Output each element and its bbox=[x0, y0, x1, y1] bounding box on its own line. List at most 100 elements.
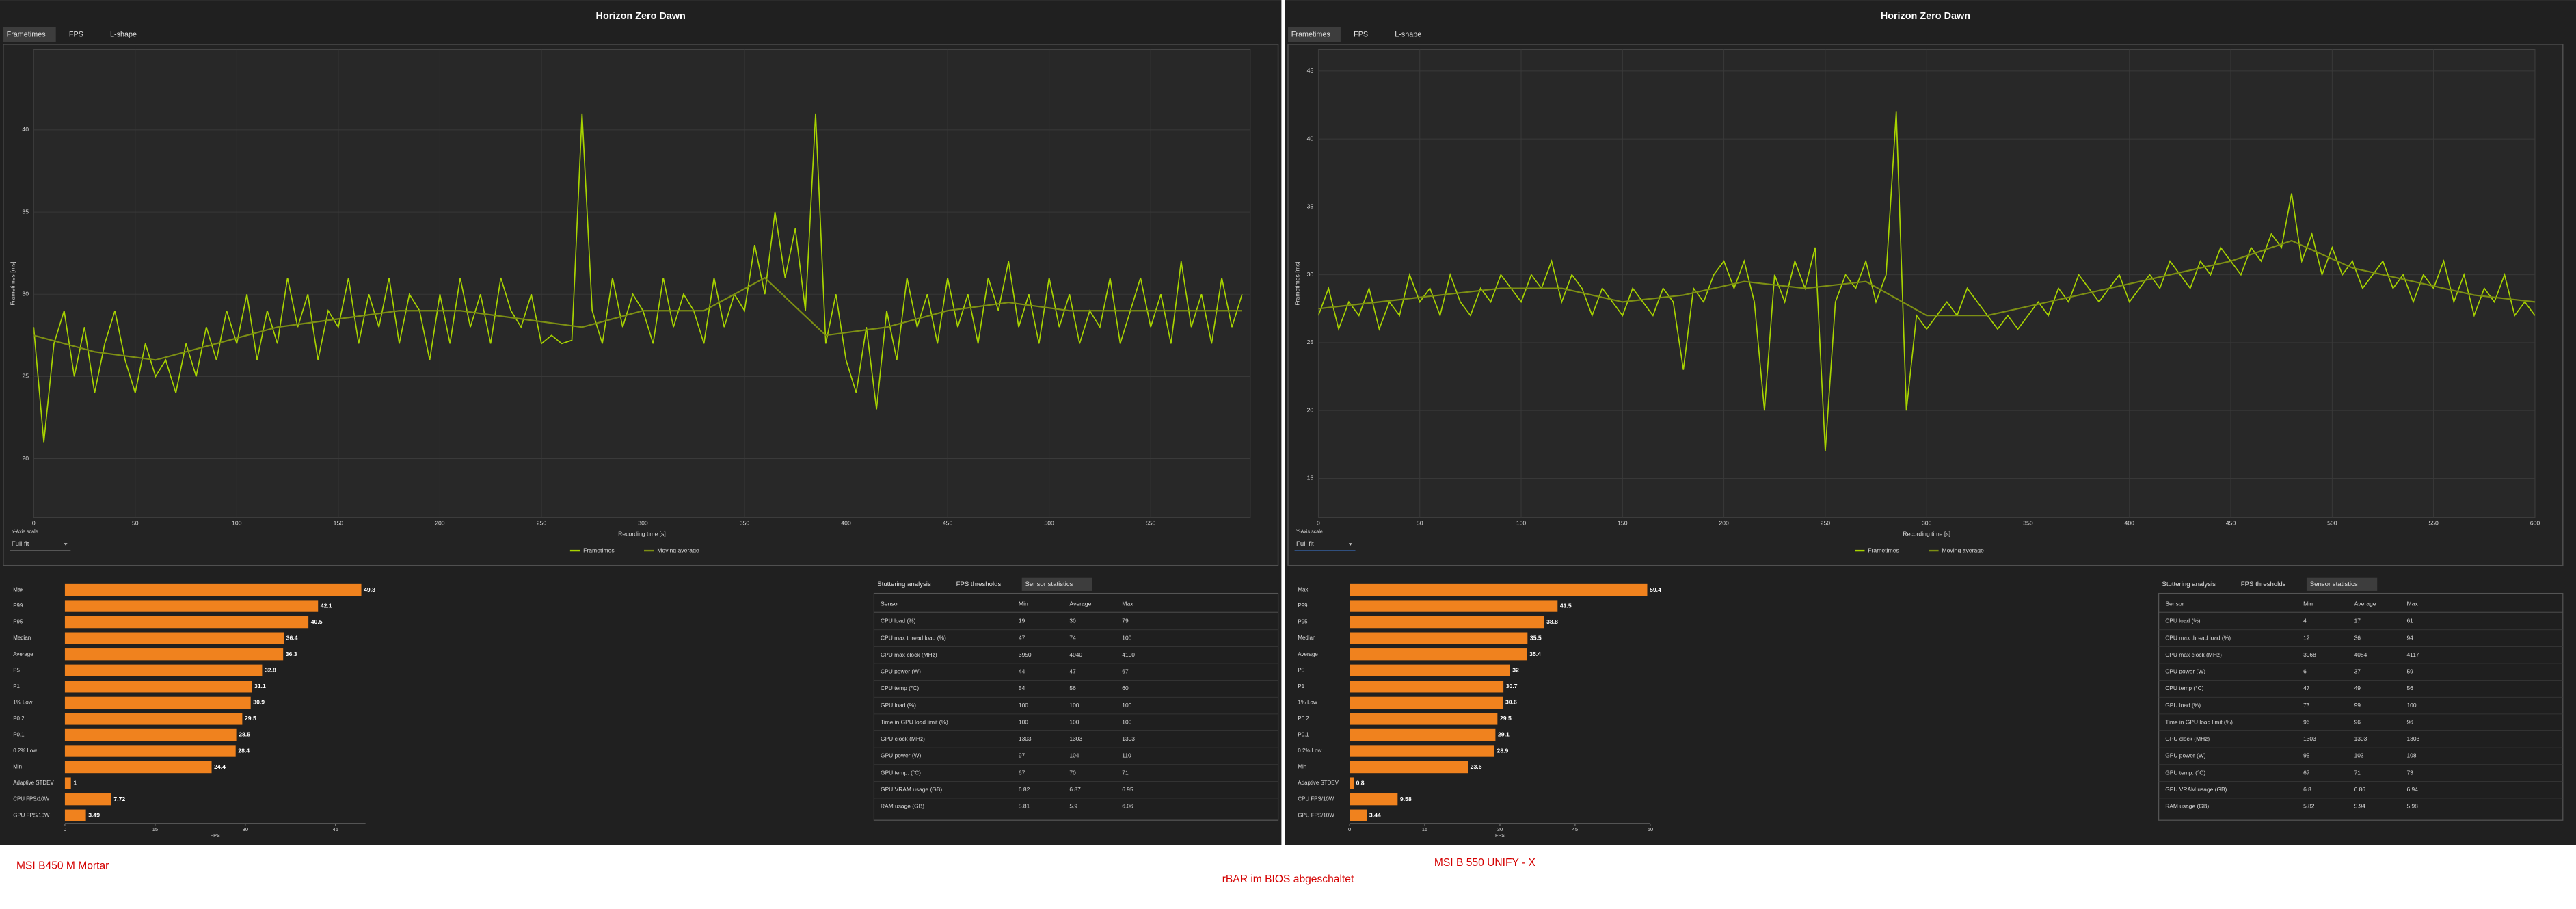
x-tick-label: 45 bbox=[1572, 826, 1579, 832]
table-cell: 71 bbox=[2354, 769, 2361, 776]
value-label: 29.5 bbox=[1500, 715, 1512, 722]
table-cell: 79 bbox=[1122, 618, 1129, 624]
x-tick-label: 500 bbox=[1044, 520, 1054, 527]
table-cell: 100 bbox=[1019, 702, 1028, 709]
table-tab[interactable]: Sensor statistics bbox=[2310, 581, 2358, 588]
table-cell: RAM usage (GB) bbox=[881, 803, 924, 810]
y-tick-label: 35 bbox=[22, 208, 29, 215]
table-header: Average bbox=[2354, 600, 2376, 607]
bar bbox=[1350, 696, 1503, 709]
x-tick-label: 250 bbox=[537, 520, 547, 527]
bar bbox=[64, 745, 236, 757]
value-label: 1 bbox=[73, 779, 77, 786]
axis-scale-dropdown[interactable]: Full fit bbox=[1296, 540, 1314, 548]
bar bbox=[1350, 664, 1510, 676]
bar bbox=[64, 809, 86, 821]
category-label: 1% Low bbox=[13, 699, 32, 705]
value-label: 35.5 bbox=[1530, 634, 1542, 641]
y-tick-label: 30 bbox=[1307, 271, 1314, 278]
table-cell: 6 bbox=[2303, 668, 2307, 675]
table-cell: 19 bbox=[1019, 618, 1025, 624]
bar bbox=[1350, 583, 1648, 596]
table-cell: 73 bbox=[2303, 702, 2310, 709]
x-tick-label: 400 bbox=[841, 520, 851, 527]
table-cell: 67 bbox=[1122, 668, 1129, 675]
x-tick-label: 30 bbox=[243, 826, 249, 832]
y-tick-label: 40 bbox=[22, 126, 29, 133]
category-label: P5 bbox=[13, 667, 20, 673]
value-label: 9.58 bbox=[1400, 795, 1412, 802]
x-axis-label: Recording time [s] bbox=[1903, 530, 1950, 537]
x-tick-label: 350 bbox=[2023, 520, 2033, 527]
category-label: P99 bbox=[1298, 603, 1308, 609]
value-label: 36.4 bbox=[286, 634, 298, 641]
table-cell: 100 bbox=[2406, 702, 2416, 709]
x-tick-label: 600 bbox=[2530, 520, 2540, 527]
table-cell: 99 bbox=[2354, 702, 2361, 709]
table-tab[interactable]: Stuttering analysis bbox=[877, 581, 931, 588]
category-label: P95 bbox=[1298, 619, 1308, 625]
tab[interactable]: L-shape bbox=[110, 30, 137, 38]
x-tick-label: 50 bbox=[132, 520, 139, 527]
tab[interactable]: Frametimes bbox=[1291, 30, 1331, 38]
y-tick-label: 35 bbox=[1307, 203, 1314, 210]
value-label: 35.4 bbox=[1529, 650, 1541, 657]
table-cell: CPU load (%) bbox=[881, 618, 916, 624]
value-label: 28.5 bbox=[239, 731, 250, 738]
table-tab[interactable]: Sensor statistics bbox=[1025, 581, 1073, 588]
tab[interactable]: L-shape bbox=[1395, 30, 1421, 38]
bar bbox=[64, 681, 252, 693]
panel-title: Horizon Zero Dawn bbox=[596, 11, 686, 22]
table-cell: 12 bbox=[2303, 634, 2310, 641]
table-cell: CPU max clock (MHz) bbox=[2165, 651, 2222, 658]
table-cell: 100 bbox=[1122, 702, 1131, 709]
table-header: Max bbox=[1122, 600, 1133, 607]
category-label: Average bbox=[1298, 651, 1318, 657]
category-label: Average bbox=[13, 651, 33, 657]
table-tab[interactable]: Stuttering analysis bbox=[2162, 581, 2216, 588]
category-label: Min bbox=[1298, 764, 1306, 770]
table-cell: 6.8 bbox=[2303, 786, 2311, 793]
table-cell: 1303 bbox=[2406, 735, 2419, 742]
table-cell: GPU VRAM usage (GB) bbox=[881, 786, 942, 793]
tab-active bbox=[1021, 577, 1093, 591]
bar bbox=[1350, 728, 1496, 741]
table-cell: 49 bbox=[2354, 685, 2361, 691]
tab[interactable]: Frametimes bbox=[7, 30, 46, 38]
tab-active bbox=[3, 27, 56, 42]
table-cell: 1303 bbox=[1122, 735, 1135, 742]
axis-scale-dropdown[interactable]: Full fit bbox=[12, 540, 29, 548]
tab-active bbox=[2306, 577, 2378, 591]
table-cell: 17 bbox=[2354, 618, 2361, 624]
table-cell: 95 bbox=[2303, 752, 2310, 759]
table-cell: 100 bbox=[1122, 718, 1131, 725]
x-tick-label: 30 bbox=[1497, 826, 1503, 832]
tab[interactable]: FPS bbox=[69, 30, 83, 38]
x-axis-label: FPS bbox=[211, 832, 220, 839]
category-label: Max bbox=[13, 587, 23, 593]
category-label: P1 bbox=[13, 683, 20, 689]
panel-title: Horizon Zero Dawn bbox=[1881, 11, 1970, 22]
x-tick-label: 550 bbox=[2428, 520, 2439, 527]
value-label: 30.9 bbox=[253, 699, 265, 706]
annotation: rBAR im BIOS abgeschaltet bbox=[1222, 873, 1354, 885]
table-cell: 1303 bbox=[2303, 735, 2316, 742]
category-label: P95 bbox=[13, 619, 23, 625]
value-label: 36.3 bbox=[286, 650, 297, 657]
table-cell: GPU power (W) bbox=[2165, 752, 2206, 759]
axis-scale-label: Y-Axis scale bbox=[1296, 528, 1323, 534]
x-axis-label: FPS bbox=[1495, 832, 1505, 839]
caption: MSI B450 M Mortar bbox=[16, 860, 109, 872]
category-label: P0.1 bbox=[1298, 732, 1309, 738]
table-cell: 94 bbox=[2406, 634, 2413, 641]
table-cell: 5.81 bbox=[1019, 803, 1030, 810]
legend-label: Frametimes bbox=[1868, 546, 1899, 553]
table-tab[interactable]: FPS thresholds bbox=[2241, 581, 2286, 588]
table-cell: 6.87 bbox=[1069, 786, 1081, 793]
table-cell: 6.82 bbox=[1019, 786, 1030, 793]
table-header: Min bbox=[1019, 600, 1028, 607]
table-tab[interactable]: FPS thresholds bbox=[956, 581, 1002, 588]
tab[interactable]: FPS bbox=[1354, 30, 1368, 38]
table-cell: 4040 bbox=[1069, 651, 1082, 658]
